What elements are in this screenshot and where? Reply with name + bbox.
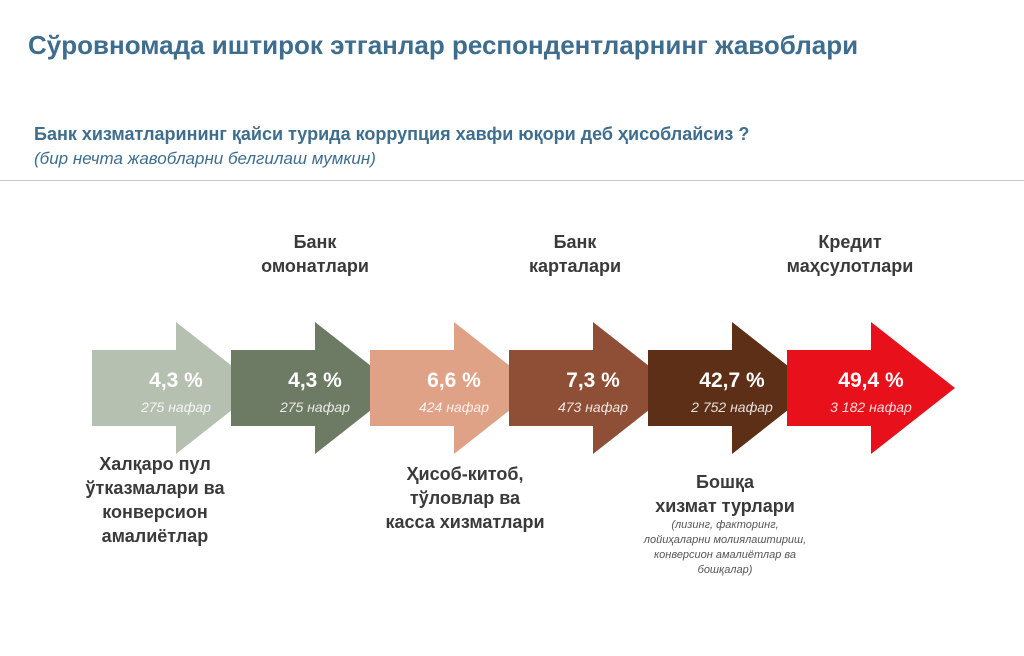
arrow-3: [370, 322, 538, 454]
label-settlements-payments-line3: касса хизматлари: [385, 512, 545, 532]
other-services-note-line2: лойиҳаларни молиялаштириш,: [643, 534, 807, 546]
label-credit-products-line2: маҳсулотлари: [786, 256, 914, 276]
survey-question-note: (бир нечта жавобларни белгилаш мумкин): [34, 149, 376, 168]
count-label-1: 275 нафар: [140, 399, 211, 415]
count-label-4: 473 нафар: [558, 399, 628, 415]
label-international-transfers-line4: амалиётлар: [101, 526, 209, 546]
arrow-5: [648, 322, 816, 454]
label-other-services-line2: хизмат турлари: [655, 496, 795, 516]
count-label-2: 275 нафар: [279, 399, 350, 415]
other-services-note-line3: конверсион амалиётлар ва: [653, 549, 797, 561]
label-other-services: Бошқа хизмат турлари: [625, 470, 825, 518]
label-international-transfers: Халқаро пул ўтказмалари ва конверсион ам…: [60, 452, 250, 548]
arrow-4: [509, 322, 677, 454]
value-label-3: 6,6 %: [427, 369, 481, 392]
value-label-4: 7,3 %: [566, 369, 620, 392]
label-bank-cards-line2: карталари: [528, 256, 622, 276]
arrow-2: [231, 322, 399, 454]
label-settlements-payments-line2: тўловлар ва: [409, 488, 521, 508]
label-bank-deposits-line1: Банк: [293, 232, 337, 252]
other-services-note: (лизинг, факторинг, лойиҳаларни молиялаш…: [610, 518, 840, 578]
label-credit-products: Кредит маҳсулотлари: [755, 230, 945, 278]
label-credit-products-line1: Кредит: [818, 232, 882, 252]
divider: [0, 180, 1024, 181]
count-label-3: 424 нафар: [419, 399, 489, 415]
label-settlements-payments-line1: Ҳисоб-китоб,: [406, 464, 524, 484]
page-title: Сўровномада иштирок этганлар респондентл…: [28, 30, 859, 60]
survey-question: Банк хизматларининг қайси турида коррупц…: [34, 124, 750, 144]
label-bank-cards: Банк карталари: [490, 230, 660, 278]
label-bank-deposits-line2: омонатлари: [261, 256, 369, 276]
arrow-6: [787, 322, 955, 454]
label-international-transfers-line1: Халқаро пул: [99, 454, 211, 474]
label-settlements-payments: Ҳисоб-китоб, тўловлар ва касса хизматлар…: [360, 462, 570, 534]
arrow-1: [92, 322, 260, 454]
value-label-2: 4,3 %: [288, 369, 342, 392]
label-other-services-line1: Бошқа: [696, 472, 754, 492]
value-label-5: 42,7 %: [699, 369, 765, 392]
label-bank-deposits: Банк омонатлари: [230, 230, 400, 278]
label-international-transfers-line2: ўтказмалари ва: [85, 478, 225, 498]
other-services-note-line1: (лизинг, факторинг,: [671, 519, 779, 531]
count-label-6: 3 182 нафар: [830, 399, 912, 415]
other-services-note-line4: бошқалар): [697, 564, 753, 576]
label-bank-cards-line1: Банк: [553, 232, 597, 252]
count-label-5: 2 752 нафар: [690, 399, 773, 415]
label-international-transfers-line3: конверсион: [102, 502, 208, 522]
value-label-1: 4,3 %: [149, 369, 203, 392]
value-label-6: 49,4 %: [838, 369, 904, 392]
